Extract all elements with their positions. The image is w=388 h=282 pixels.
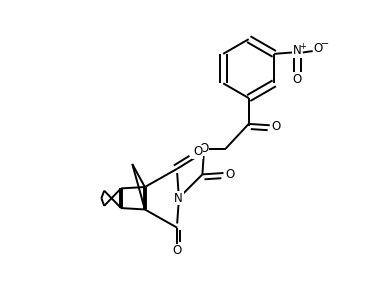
Text: O: O — [193, 146, 202, 158]
Text: −: − — [321, 39, 329, 49]
Text: O: O — [293, 73, 302, 86]
Text: O: O — [199, 142, 208, 155]
Text: +: + — [299, 42, 306, 51]
Text: O: O — [314, 42, 323, 55]
Text: O: O — [173, 244, 182, 257]
Text: N: N — [174, 192, 183, 205]
Text: O: O — [225, 168, 234, 181]
Text: N: N — [293, 44, 301, 57]
Text: O: O — [271, 120, 281, 133]
